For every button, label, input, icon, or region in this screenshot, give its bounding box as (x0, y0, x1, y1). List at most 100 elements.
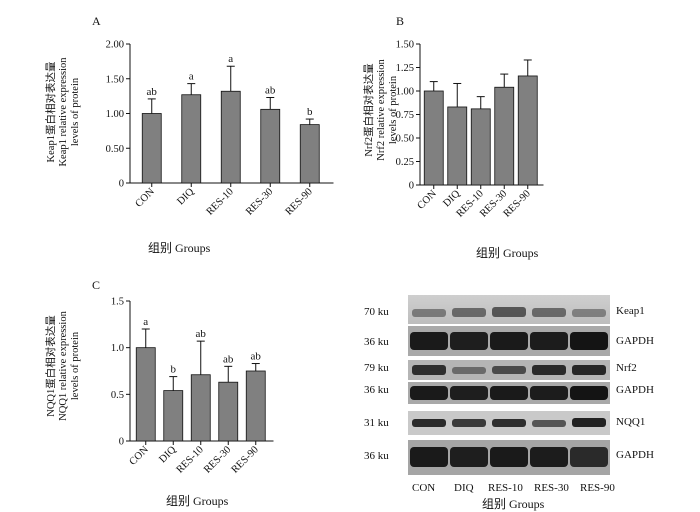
blot-protein-2: GAPDH (616, 335, 654, 347)
significance-label: ab (251, 351, 262, 363)
ylabel-c-line-2: NQQ1 relative expression (58, 311, 69, 421)
y-tick-label: 0.50 (106, 144, 124, 155)
blot-protein-5: NQQ1 (616, 416, 646, 428)
y-tick-label: 1.0 (111, 343, 124, 354)
panel-a: A 0 0.50 1.00 1.50 2.00 ab CON a DIQ a RES-10 ab RES… (0, 0, 340, 270)
significance-label: a (143, 316, 148, 328)
bar (494, 86, 515, 186)
significance-label: b (307, 106, 313, 118)
x-tick-label: DIQ (175, 186, 196, 207)
y-tick-label: 0.75 (396, 110, 414, 121)
significance-label: b (171, 364, 177, 376)
x-tick-label: RES-30 (244, 186, 275, 217)
western-blot-panel: 70 ku 36 ku 79 ku 36 ku 31 ku 36 ku (350, 285, 690, 512)
bar (447, 106, 468, 186)
xlabel-b: 组别 Groups (476, 246, 539, 260)
y-tick-label: 0.50 (396, 134, 414, 145)
chart-a: 0 0.50 1.00 1.50 2.00 ab CON a DIQ a RES-10 ab RES-3… (106, 40, 334, 218)
y-tick-label: 1.50 (396, 40, 414, 51)
ylabel-b: Nrf2蛋白相对表达量 Nrf2 relative expression lev… (364, 59, 400, 160)
significance-label: a (189, 71, 194, 83)
blot-strip-keap1 (408, 295, 610, 324)
bar (135, 347, 156, 442)
ylabel-a-line-2: Keap1 relative expression (58, 57, 69, 167)
ylabel-a-line-1: Keap1蛋白相对表达量 (46, 61, 57, 163)
bar (470, 108, 491, 186)
bar (181, 94, 202, 184)
blot-protein-4: GAPDH (616, 384, 654, 396)
x-tick-label: CON (415, 188, 439, 212)
panel-b: B 0 0.25 0.50 0.75 1.00 1.25 1.50 CON DIQ RES-10 R… (340, 0, 680, 270)
panel-letter-a: A (92, 14, 101, 28)
significance-label: ab (265, 85, 276, 97)
ylabel-b-line-1: Nrf2蛋白相对表达量 (364, 63, 375, 157)
panel-c: C 0 0.5 1.0 1.5 a CON b DIQ ab RES-10 ab RES-30 ab RE… (0, 270, 340, 512)
blot-strip-nqq1 (408, 411, 610, 435)
blot-ku-2: 36 ku (364, 336, 389, 348)
xlabel-a: 组别 Groups (148, 241, 211, 255)
ylabel-c-line-3: levels of protein (70, 331, 81, 401)
x-tick-label: RES-90 (284, 186, 315, 217)
blot-strip-gapdh-2 (408, 382, 610, 404)
blot-lane-5: RES-90 (580, 482, 615, 494)
bar (517, 75, 538, 186)
blot-image (408, 295, 610, 475)
ylabel-b-line-2: Nrf2 relative expression (376, 59, 387, 161)
bar (245, 370, 266, 442)
x-tick-label: RES-90 (230, 444, 261, 475)
blot-strip-gapdh-3 (408, 440, 610, 475)
ylabel-a-line-3: levels of protein (70, 77, 81, 147)
blot-lane-3: RES-10 (488, 482, 523, 494)
x-tick-label: CON (127, 444, 151, 468)
y-tick-label: 1.50 (106, 74, 124, 85)
xlabel-c: 组别 Groups (166, 494, 229, 508)
blot-lane-4: RES-30 (534, 482, 569, 494)
blot-protein-6: GAPDH (616, 449, 654, 461)
x-tick-label: RES-10 (205, 186, 236, 217)
bar (299, 124, 320, 184)
y-tick-label: 1.25 (396, 63, 414, 74)
significance-label: ab (147, 86, 158, 98)
bar (141, 113, 162, 184)
significance-label: ab (196, 328, 207, 340)
x-tick-label: CON (133, 186, 157, 210)
bar (190, 374, 211, 442)
blot-ku-4: 36 ku (364, 384, 389, 396)
blot-xlabel: 组别 Groups (482, 497, 545, 511)
blot-ku-5: 31 ku (364, 417, 389, 429)
y-tick-label: 0 (119, 179, 124, 190)
ylabel-a: Keap1蛋白相对表达量 Keap1 relative expression l… (46, 57, 82, 166)
x-tick-label: RES-30 (202, 444, 233, 475)
significance-label: a (228, 53, 233, 65)
significance-label: ab (223, 353, 234, 365)
blot-ku-6: 36 ku (364, 450, 389, 462)
y-tick-label: 1.00 (396, 87, 414, 98)
x-tick-label: RES-10 (175, 444, 206, 475)
ylabel-c-line-1: NQQ1蛋白相对表达量 (46, 315, 57, 417)
y-tick-label: 0.25 (396, 157, 414, 168)
y-tick-label: 0.5 (111, 390, 124, 401)
ylabel-b-line-3: levels of protein (388, 75, 399, 145)
blot-lane-1: CON (412, 482, 436, 494)
y-tick-label: 0 (119, 437, 124, 448)
blot-protein-1: Keap1 (616, 305, 645, 317)
y-tick-label: 0 (409, 181, 414, 192)
blot-strip-gapdh-1 (408, 326, 610, 356)
ylabel-c: NQQ1蛋白相对表达量 NQQ1 relative expression lev… (46, 311, 82, 421)
blot-ku-3: 79 ku (364, 362, 389, 374)
y-tick-label: 1.5 (111, 297, 124, 308)
bar (220, 90, 241, 184)
panel-letter-b: B (396, 14, 405, 28)
bar (260, 108, 281, 184)
blot-protein-3: Nrf2 (616, 362, 637, 374)
bar (218, 381, 239, 442)
blot-ku-1: 70 ku (364, 306, 389, 318)
y-tick-label: 2.00 (106, 40, 124, 51)
blot-lane-2: DIQ (454, 482, 474, 494)
chart-c: 0 0.5 1.0 1.5 a CON b DIQ ab RES-10 ab RES-30 ab RES-… (111, 297, 274, 476)
bar (423, 90, 444, 186)
blot-strip-nrf2 (408, 360, 610, 380)
bar (163, 390, 184, 442)
x-tick-label: DIQ (157, 444, 178, 465)
